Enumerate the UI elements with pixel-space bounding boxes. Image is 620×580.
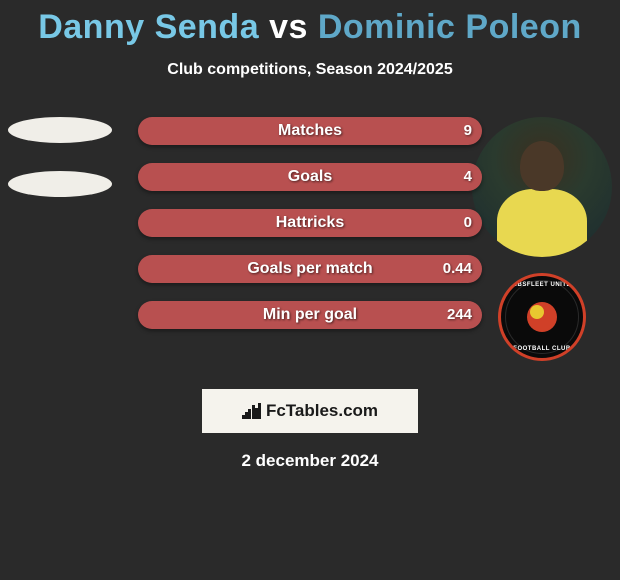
brand-box: FcTables.com bbox=[202, 389, 418, 433]
right-player-photo bbox=[472, 117, 612, 257]
bar-value-right: 0.44 bbox=[443, 255, 472, 283]
bar-label: Hattricks bbox=[138, 209, 482, 237]
player2-name: Dominic Poleon bbox=[318, 8, 582, 46]
bar-label: Min per goal bbox=[138, 301, 482, 329]
bar-value-right: 244 bbox=[447, 301, 472, 329]
left-player-column bbox=[8, 117, 118, 225]
player1-name: Danny Senda bbox=[38, 8, 259, 46]
stat-bar-row: Matches9 bbox=[138, 117, 482, 145]
brand-chart-icon bbox=[242, 403, 262, 419]
bar-value-right: 0 bbox=[464, 209, 472, 237]
page-title: Danny Senda vs Dominic Poleon bbox=[0, 0, 620, 47]
bar-label: Goals bbox=[138, 163, 482, 191]
left-player-placeholder-2 bbox=[8, 171, 112, 197]
badge-ball-icon bbox=[527, 302, 557, 332]
comparison-content: EBBSFLEET UNITED FOOTBALL CLUB Matches9 G… bbox=[0, 117, 620, 377]
stat-bar-row: Min per goal244 bbox=[138, 301, 482, 329]
player-jersey bbox=[497, 189, 587, 257]
left-player-placeholder-1 bbox=[8, 117, 112, 143]
right-player-column: EBBSFLEET UNITED FOOTBALL CLUB bbox=[502, 117, 612, 361]
subtitle: Club competitions, Season 2024/2025 bbox=[0, 61, 620, 79]
badge-text-bottom: FOOTBALL CLUB bbox=[501, 346, 583, 352]
stat-bar-row: Goals4 bbox=[138, 163, 482, 191]
vs-text: vs bbox=[269, 8, 308, 46]
stat-bar-row: Hattricks0 bbox=[138, 209, 482, 237]
player-head bbox=[520, 141, 564, 191]
bar-value-right: 4 bbox=[464, 163, 472, 191]
bar-label: Goals per match bbox=[138, 255, 482, 283]
stat-bar-row: Goals per match0.44 bbox=[138, 255, 482, 283]
date-text: 2 december 2024 bbox=[0, 451, 620, 471]
stat-bars: Matches9Goals4Hattricks0Goals per match0… bbox=[138, 117, 482, 347]
badge-text-top: EBBSFLEET UNITED bbox=[501, 282, 583, 288]
brand-icon-bar bbox=[258, 403, 261, 419]
bar-label: Matches bbox=[138, 117, 482, 145]
club-badge: EBBSFLEET UNITED FOOTBALL CLUB bbox=[498, 273, 586, 361]
bar-value-right: 9 bbox=[464, 117, 472, 145]
brand-text: FcTables.com bbox=[266, 401, 378, 421]
